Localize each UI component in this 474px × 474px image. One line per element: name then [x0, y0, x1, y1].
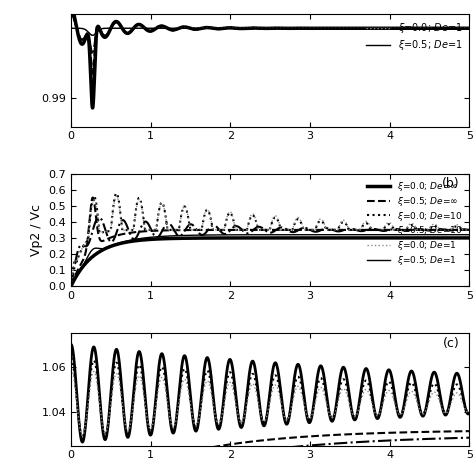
Text: (b): (b) — [442, 177, 459, 190]
Legend: $\xi$=0.0; $De$=$\infty$, $\xi$=0.5; $De$=$\infty$, $\xi$=0.0; $De$=10, $\xi$=0.: $\xi$=0.0; $De$=$\infty$, $\xi$=0.5; $De… — [365, 178, 465, 269]
Text: (c): (c) — [443, 337, 459, 350]
Legend: $\xi$=0.0; $De$=1, $\xi$=0.5; $De$=1: $\xi$=0.0; $De$=1, $\xi$=0.5; $De$=1 — [364, 19, 465, 54]
Y-axis label: Vp2 / Vc: Vp2 / Vc — [30, 204, 43, 256]
